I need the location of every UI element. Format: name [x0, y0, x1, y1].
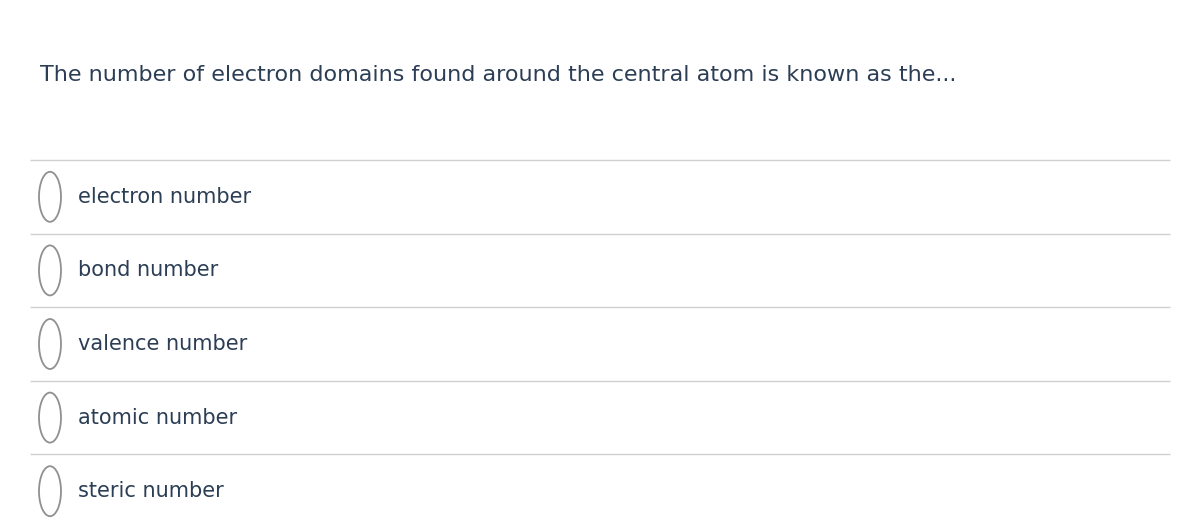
Text: bond number: bond number — [78, 260, 218, 280]
Text: steric number: steric number — [78, 481, 223, 501]
Text: electron number: electron number — [78, 187, 251, 207]
Text: The number of electron domains found around the central atom is known as the...: The number of electron domains found aro… — [40, 65, 956, 85]
Text: atomic number: atomic number — [78, 408, 238, 428]
Text: valence number: valence number — [78, 334, 247, 354]
